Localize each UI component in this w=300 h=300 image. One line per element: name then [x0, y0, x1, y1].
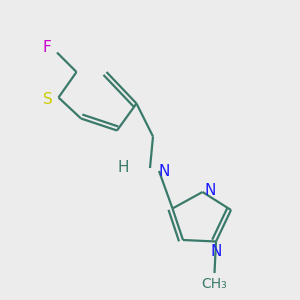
Text: S: S [43, 92, 53, 106]
Text: H: H [118, 160, 129, 175]
Text: N: N [204, 183, 215, 198]
Text: CH₃: CH₃ [202, 277, 227, 291]
Text: N: N [210, 244, 222, 260]
Text: F: F [42, 40, 51, 56]
Text: N: N [159, 164, 170, 178]
